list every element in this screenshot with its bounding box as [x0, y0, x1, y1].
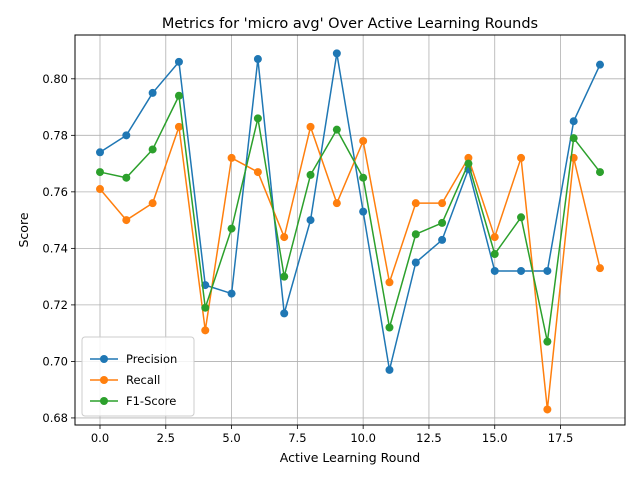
data-point — [174, 91, 183, 100]
data-point — [148, 145, 157, 154]
data-point — [385, 365, 394, 374]
data-point — [96, 148, 104, 157]
data-point — [227, 289, 236, 298]
data-point — [464, 153, 473, 162]
data-point — [201, 326, 210, 335]
data-point — [359, 136, 368, 145]
data-point — [438, 199, 447, 208]
data-point — [96, 185, 104, 194]
data-point — [359, 207, 368, 216]
data-point — [280, 309, 289, 318]
chart-title: Metrics for 'micro avg' Over Active Lear… — [162, 16, 538, 32]
data-point — [253, 168, 262, 177]
x-tick-label: 0.0 — [91, 431, 109, 445]
data-point — [359, 173, 368, 182]
data-point — [596, 264, 604, 273]
data-point — [253, 114, 262, 123]
data-point — [122, 173, 131, 182]
data-point — [174, 57, 183, 66]
data-point — [385, 278, 394, 287]
data-point — [490, 233, 499, 242]
data-point — [253, 55, 262, 64]
data-point — [201, 303, 210, 312]
data-point — [148, 199, 157, 208]
data-point — [332, 199, 341, 208]
y-tick-label: 0.80 — [42, 72, 68, 86]
series-f1-score — [96, 91, 604, 346]
data-point — [411, 230, 420, 239]
y-axis-label: Score — [16, 212, 31, 247]
legend-swatch-marker — [100, 397, 108, 405]
data-point — [490, 250, 499, 259]
data-point — [438, 235, 447, 244]
plot-frame — [74, 34, 626, 426]
legend-swatch-marker — [100, 376, 108, 384]
data-point — [332, 125, 341, 134]
legend-swatch-marker — [100, 355, 108, 363]
data-point — [306, 170, 315, 179]
data-point — [411, 199, 420, 208]
x-tick-label: 17.5 — [548, 431, 574, 445]
y-tick-label: 0.78 — [42, 128, 68, 142]
data-point — [517, 153, 526, 162]
data-point — [596, 60, 604, 69]
data-point — [490, 266, 499, 275]
series-line — [99, 95, 601, 343]
series-line — [99, 126, 601, 411]
data-point — [543, 337, 552, 346]
legend-label: F1-Score — [126, 394, 176, 408]
x-tick-label: 2.5 — [157, 431, 175, 445]
y-tick-label: 0.72 — [42, 298, 68, 312]
x-tick-label: 5.0 — [222, 431, 240, 445]
y-tick-label: 0.74 — [42, 241, 68, 255]
data-point — [280, 233, 289, 242]
series-recall — [96, 122, 604, 414]
legend-label: Recall — [126, 373, 160, 387]
data-point — [543, 405, 552, 414]
data-point — [517, 266, 526, 275]
y-tick-label: 0.76 — [42, 185, 68, 199]
y-tick-label: 0.68 — [42, 411, 68, 425]
series-lines — [96, 49, 604, 414]
data-point — [174, 122, 183, 131]
data-point — [464, 159, 473, 168]
x-axis-label: Active Learning Round — [280, 450, 420, 465]
data-point — [569, 134, 578, 143]
data-point — [438, 218, 447, 227]
x-tick-label: 10.0 — [350, 431, 376, 445]
data-point — [517, 213, 526, 222]
legend-box — [81, 336, 195, 417]
data-point — [569, 117, 578, 126]
x-tick-label: 12.5 — [416, 431, 442, 445]
data-point — [96, 168, 104, 177]
series-line — [99, 52, 601, 371]
data-point — [306, 216, 315, 225]
data-point — [543, 266, 552, 275]
data-point — [148, 88, 157, 97]
data-point — [122, 216, 131, 225]
data-point — [227, 153, 236, 162]
x-tick-label: 7.5 — [288, 431, 306, 445]
legend-label: Precision — [126, 352, 177, 366]
x-tick-label: 15.0 — [482, 431, 508, 445]
series-precision — [96, 49, 604, 374]
y-tick-label: 0.70 — [42, 354, 68, 368]
data-point — [385, 323, 394, 332]
data-point — [280, 272, 289, 281]
data-point — [411, 258, 420, 267]
data-point — [306, 122, 315, 131]
data-point — [122, 131, 131, 140]
axis-ticks: 0.0 2.5 5.0 7.5 10.0 12.5 15.0 17.5 0.68 0.70 0.72… — [42, 72, 573, 445]
legend: Precision Recall F1-Score — [81, 336, 195, 417]
data-point — [596, 168, 604, 177]
data-point — [332, 49, 341, 58]
data-point — [227, 224, 236, 233]
